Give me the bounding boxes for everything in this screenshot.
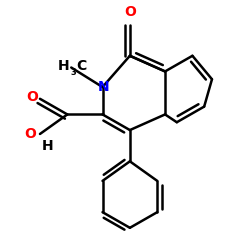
Text: C: C (76, 58, 86, 72)
Text: H: H (42, 139, 54, 153)
Text: H: H (58, 58, 69, 72)
Text: N: N (98, 80, 109, 94)
Text: O: O (124, 5, 136, 19)
Text: O: O (24, 127, 36, 141)
Text: 3: 3 (70, 68, 76, 78)
Text: O: O (26, 90, 38, 104)
